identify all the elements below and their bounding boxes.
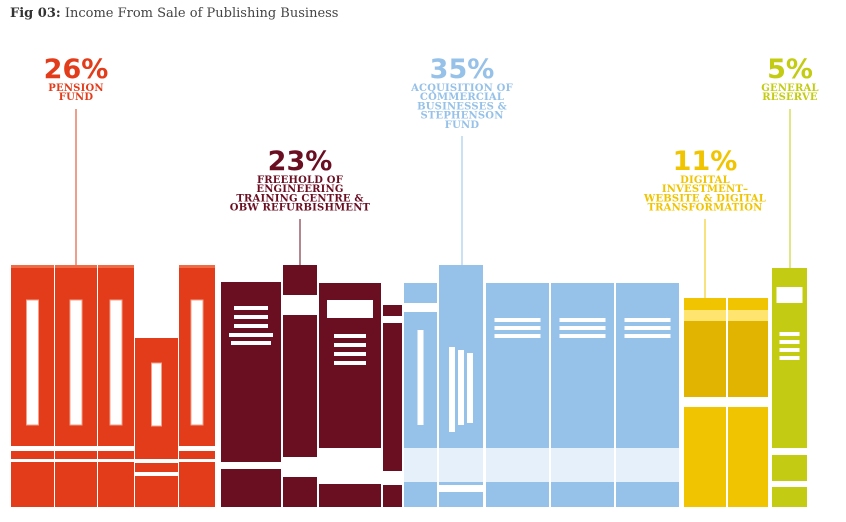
spine-title-line bbox=[234, 324, 268, 328]
category-label-line: TRAINING CENTRE & bbox=[236, 193, 363, 204]
spine-band bbox=[98, 446, 134, 451]
category-label-line: ENGINEERING bbox=[256, 184, 343, 195]
category-label-line: STEPHENSON bbox=[420, 111, 503, 122]
spine-top-edge bbox=[98, 265, 134, 268]
spine-title-line bbox=[624, 334, 671, 338]
category-label-line: FUND bbox=[59, 92, 94, 103]
spine-band bbox=[728, 310, 768, 321]
spine-band bbox=[98, 459, 134, 462]
spine-band bbox=[551, 448, 614, 482]
spine-band bbox=[772, 448, 807, 455]
book-spine bbox=[383, 305, 402, 507]
spine-title-line bbox=[559, 318, 606, 322]
spine-top-edge bbox=[55, 265, 97, 268]
spine-band bbox=[439, 485, 483, 492]
spine-band bbox=[283, 457, 317, 477]
percent-label: 23% bbox=[268, 146, 333, 177]
spine-title-line bbox=[334, 343, 366, 347]
category-label-line: COMMERCIAL bbox=[420, 92, 504, 103]
spine-title-line bbox=[229, 333, 273, 337]
category-label-line: WEBSITE & DIGITAL bbox=[643, 193, 766, 204]
percent-label: 35% bbox=[430, 54, 495, 85]
spine-band bbox=[772, 481, 807, 487]
category-label-line: DIGITAL bbox=[680, 175, 730, 186]
spine-title-line bbox=[494, 334, 541, 338]
spine-band bbox=[11, 459, 54, 462]
spine-band bbox=[404, 448, 437, 482]
spine-band bbox=[319, 448, 381, 484]
spine-title-line bbox=[334, 361, 366, 365]
spine-label-panel bbox=[151, 362, 162, 427]
percent-label: 26% bbox=[44, 54, 109, 85]
spine-label-panel bbox=[467, 353, 473, 423]
spine-title-line bbox=[624, 326, 671, 330]
spine-band bbox=[439, 448, 483, 482]
spine-title-line bbox=[779, 332, 800, 336]
spine-title-line bbox=[779, 356, 800, 360]
spine-label-panel bbox=[776, 287, 803, 303]
category-label-line: INVESTMENT– bbox=[662, 184, 748, 195]
spine-label-panel bbox=[449, 347, 455, 432]
spine-top-edge bbox=[179, 265, 215, 268]
spine-title-line bbox=[234, 306, 268, 310]
spine-band bbox=[684, 397, 726, 407]
spine-band bbox=[383, 471, 402, 485]
spine-label-panel bbox=[69, 299, 83, 426]
spine-title-line bbox=[779, 340, 800, 344]
spine-band bbox=[684, 310, 726, 321]
figure-number: Fig 03: bbox=[10, 6, 61, 21]
spine-band bbox=[383, 316, 402, 323]
category-label-line: FUND bbox=[445, 120, 480, 131]
spine-label-panel bbox=[327, 300, 373, 318]
spine-label-panel bbox=[190, 299, 204, 426]
spine-title-line bbox=[234, 315, 268, 319]
spine-band bbox=[55, 446, 97, 451]
category-label-line: ACQUISITION OF bbox=[410, 83, 513, 94]
spine-band bbox=[179, 446, 215, 451]
spine-band bbox=[404, 303, 437, 312]
spine-band bbox=[55, 459, 97, 462]
spine-title-line bbox=[494, 326, 541, 330]
spine-band bbox=[728, 397, 768, 407]
category-label-line: FREEHOLD OF bbox=[257, 175, 343, 186]
spine-panel bbox=[728, 321, 768, 397]
spine-title-line bbox=[334, 352, 366, 356]
spine-band bbox=[179, 459, 215, 462]
spine-top-edge bbox=[11, 265, 54, 268]
category-label-line: PENSION bbox=[48, 83, 103, 94]
spine-band bbox=[616, 448, 679, 482]
spine-title-line bbox=[624, 318, 671, 322]
spine-panel bbox=[684, 321, 726, 397]
spine-band bbox=[135, 459, 178, 463]
spine-title-line bbox=[334, 334, 366, 338]
spine-band bbox=[486, 448, 549, 482]
spine-label-panel bbox=[458, 350, 464, 425]
spine-title-line bbox=[559, 326, 606, 330]
spine-title-line bbox=[559, 334, 606, 338]
category-label-line: OBW REFURBISHMENT bbox=[230, 203, 371, 214]
figure-title: Fig 03: Income From Sale of Publishing B… bbox=[10, 6, 338, 21]
category-label-line: GENERAL bbox=[761, 83, 818, 94]
spine-band bbox=[221, 462, 281, 469]
spine-title-line bbox=[494, 318, 541, 322]
spine-label-panel bbox=[26, 299, 39, 426]
spine-title-line bbox=[231, 341, 271, 345]
book-spine bbox=[772, 268, 807, 507]
spine-band bbox=[135, 472, 178, 476]
percent-label: 11% bbox=[673, 146, 738, 177]
spine-label-panel bbox=[109, 299, 123, 426]
category-label-line: BUSINESSES & bbox=[417, 101, 507, 112]
spine-band bbox=[11, 446, 54, 451]
spine-band bbox=[283, 295, 317, 315]
book-spine bbox=[221, 282, 281, 507]
percent-label: 5% bbox=[767, 54, 813, 85]
category-label-line: TRANSFORMATION bbox=[647, 203, 762, 214]
category-label-line: RESERVE bbox=[762, 92, 818, 103]
figure-title-text: Income From Sale of Publishing Business bbox=[64, 6, 339, 21]
spine-label-panel bbox=[417, 330, 424, 425]
spine-title-line bbox=[779, 348, 800, 352]
